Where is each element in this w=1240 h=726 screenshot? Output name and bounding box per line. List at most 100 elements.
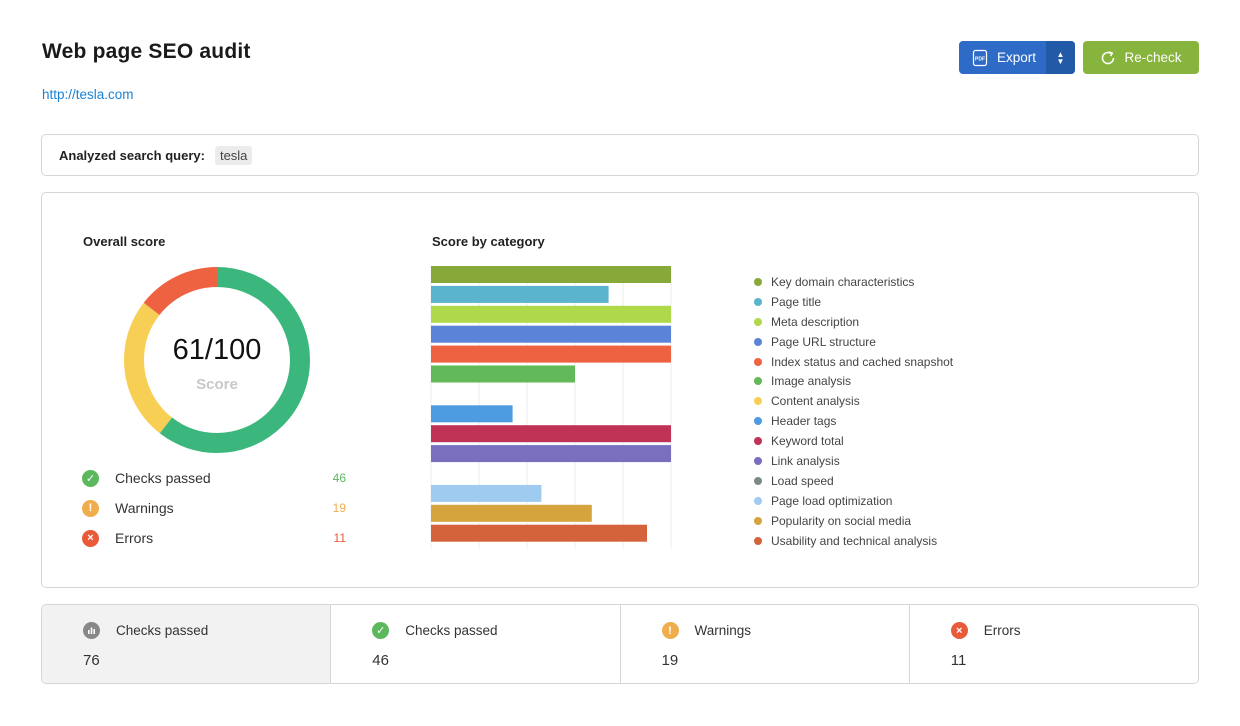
legend-label: Content analysis — [771, 394, 860, 409]
pdf-icon: PDF — [972, 49, 988, 66]
legend-item[interactable]: Meta description — [754, 312, 953, 332]
score-panel — [41, 192, 1199, 588]
legend-label: Page title — [771, 294, 822, 309]
legend-item[interactable]: Header tags — [754, 411, 953, 431]
export-main[interactable]: PDF Export — [959, 41, 1046, 74]
donut-segment-errors — [124, 267, 310, 453]
legend-dot — [754, 516, 762, 525]
recheck-label: Re-check — [1124, 50, 1182, 65]
legend-dot — [754, 397, 762, 406]
site-url-link[interactable]: http://tesla.com — [42, 87, 134, 102]
bar-key-domain-characteristics[interactable] — [431, 266, 671, 283]
legend-item[interactable]: Link analysis — [754, 451, 953, 471]
legend-dot — [754, 476, 762, 485]
legend-dot — [754, 317, 762, 326]
recheck-button[interactable]: Re-check — [1083, 41, 1199, 74]
summary-value: 76 — [83, 652, 100, 669]
overall-score-title: Overall score — [83, 234, 166, 249]
x-tick-label: 40% — [518, 551, 536, 552]
bar-meta-description[interactable] — [431, 305, 671, 323]
search-query-box: Analyzed search query: tesla — [41, 134, 1199, 176]
summary-label: Checks passed — [405, 623, 498, 638]
summary-checks-passed[interactable]: ✓ Checks passed 46 — [331, 605, 621, 683]
legend-dot — [754, 536, 762, 545]
x-icon: × — [950, 622, 968, 639]
score-value: 61/100 — [172, 334, 262, 366]
legend-label: Header tags — [771, 414, 837, 429]
stat-value: 11 — [333, 531, 346, 545]
summary-value: 46 — [372, 652, 389, 669]
legend-item[interactable]: Page URL structure — [754, 332, 953, 352]
category-chart-title: Score by category — [432, 234, 545, 249]
export-dropdown-toggle[interactable]: ▲ ▼ — [1046, 41, 1075, 74]
summary-total[interactable]: Checks passed 76 — [42, 605, 332, 683]
x-tick-label: 60% — [566, 551, 584, 552]
legend-item[interactable]: Usability and technical analysis — [754, 531, 953, 551]
bar-index-status-and-cached-snapshot[interactable] — [431, 345, 671, 363]
donut-segment-warnings — [124, 267, 310, 453]
x-tick-label: 0% — [425, 551, 438, 552]
x-tick-label: 80% — [614, 551, 632, 552]
legend-item[interactable]: Keyword total — [754, 431, 953, 451]
bar-keyword-total[interactable] — [431, 425, 671, 443]
stat-label: Checks passed — [115, 470, 211, 486]
stat-label: Warnings — [115, 500, 174, 516]
legend-dot — [754, 456, 762, 465]
x-tick-label: 20% — [470, 551, 488, 552]
legend-item[interactable]: Key domain characteristics — [754, 272, 953, 292]
summary-label: Errors — [983, 623, 1021, 638]
summary-strip: Checks passed 76 ✓ Checks passed 46 ! Wa… — [41, 604, 1199, 684]
legend-item[interactable]: Content analysis — [754, 391, 953, 411]
legend-dot — [754, 496, 762, 505]
legend-item[interactable]: Index status and cached snapshot — [754, 352, 953, 372]
stat-value: 46 — [332, 471, 346, 485]
legend-label: Load speed — [771, 473, 834, 488]
legend-item[interactable]: Load speed — [754, 471, 953, 491]
legend-label: Page load optimization — [771, 493, 893, 508]
bar-usability-and-technical-analysis[interactable] — [431, 524, 647, 542]
legend-label: Meta description — [771, 314, 860, 329]
chart-legend: Key domain characteristics Page title Meta… — [754, 272, 953, 550]
query-label: Analyzed search query: — [59, 147, 205, 163]
legend-label: Popularity on social media — [771, 513, 912, 528]
check-icon: ✓ — [82, 469, 99, 487]
legend-dot — [754, 357, 762, 366]
stat-label: Errors — [115, 530, 154, 546]
bar-popularity-on-social-media[interactable] — [431, 504, 592, 522]
legend-label: Usability and technical analysis — [771, 533, 938, 548]
exclamation-icon: ! — [82, 499, 99, 517]
legend-label: Keyword total — [771, 434, 844, 449]
caret-down-icon: ▼ — [1056, 56, 1065, 66]
legend-dot — [754, 277, 762, 286]
bar-page-load-optimization[interactable] — [431, 484, 542, 502]
bar-image-analysis[interactable] — [431, 365, 575, 383]
bar-page-title[interactable] — [431, 285, 609, 303]
score-caption: Score — [196, 376, 238, 393]
legend-label: Page URL structure — [771, 334, 876, 349]
category-bar-chart: 0% 20% 40% 60% 80% 100% — [425, 266, 683, 552]
stat-value: 19 — [332, 501, 346, 515]
bar-page-url-structure[interactable] — [431, 325, 671, 343]
legend-item[interactable]: Popularity on social media — [754, 511, 953, 531]
refresh-icon — [1102, 50, 1115, 64]
legend-item[interactable]: Image analysis — [754, 371, 953, 391]
summary-label: Checks passed — [116, 623, 209, 638]
stat-errors: × Errors 11 — [82, 528, 346, 548]
summary-label: Warnings — [694, 623, 752, 638]
legend-label: Link analysis — [771, 453, 840, 468]
page-title: Web page SEO audit — [42, 40, 251, 63]
legend-dot — [754, 337, 762, 346]
export-label: Export — [997, 50, 1037, 65]
legend-item[interactable]: Page load optimization — [754, 491, 953, 511]
export-button[interactable]: PDF Export ▲ ▼ — [959, 41, 1075, 74]
stat-warnings: ! Warnings 19 — [82, 498, 346, 518]
summary-errors[interactable]: × Errors 11 — [910, 605, 1198, 683]
legend-item[interactable]: Page title — [754, 292, 953, 312]
bar-header-tags[interactable] — [431, 405, 513, 423]
query-chip: tesla — [214, 145, 253, 165]
bar-link-analysis[interactable] — [431, 445, 671, 463]
legend-label: Index status and cached snapshot — [771, 354, 954, 369]
svg-text:PDF: PDF — [975, 56, 985, 62]
stat-checks-passed: ✓ Checks passed 46 — [82, 468, 346, 488]
summary-warnings[interactable]: ! Warnings 19 — [621, 605, 910, 683]
